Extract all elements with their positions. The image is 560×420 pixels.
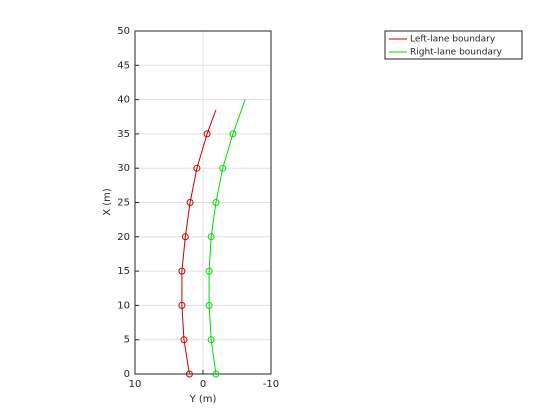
lane-marker <box>180 336 188 344</box>
y-tick-label: 40 <box>117 95 130 106</box>
lane-marker <box>207 233 215 241</box>
lane-marker <box>185 370 193 378</box>
x-tick-label: -10 <box>263 379 279 390</box>
y-tick-label: 5 <box>124 335 130 346</box>
y-tick-label: 10 <box>117 300 130 311</box>
y-tick-label: 0 <box>124 369 130 380</box>
y-tick-label: 50 <box>117 26 130 37</box>
x-axis-label: Y (m) <box>189 394 217 405</box>
legend-box <box>384 30 523 60</box>
lane-line <box>181 109 217 375</box>
lane-marker <box>219 164 227 172</box>
lane-marker <box>178 301 186 309</box>
y-tick-label: 15 <box>117 266 130 277</box>
x-tick-label: 0 <box>200 379 206 390</box>
axes-box <box>134 30 272 375</box>
lane-marker <box>178 267 186 275</box>
lane-marker <box>207 336 215 344</box>
y-axis-label: X (m) <box>102 188 113 216</box>
lane-marker <box>203 130 211 138</box>
legend-label: Right-lane boundary <box>410 48 503 58</box>
y-tick-label: 25 <box>117 198 130 209</box>
lane-marker <box>205 267 213 275</box>
lane-marker <box>205 301 213 309</box>
x-tick-label: 10 <box>129 379 142 390</box>
y-tick-label: 35 <box>117 129 130 140</box>
lane-marker <box>193 164 201 172</box>
y-tick-label: 30 <box>117 163 130 174</box>
lane-marker <box>229 130 237 138</box>
lane-marker <box>181 233 189 241</box>
lane-marker <box>186 199 194 206</box>
lane-marker <box>212 370 220 378</box>
y-tick-label: 45 <box>117 60 130 71</box>
lane-line <box>208 99 246 375</box>
legend-label: Left-lane boundary <box>410 35 496 45</box>
y-tick-label: 20 <box>117 232 130 243</box>
lane-marker <box>212 199 220 206</box>
